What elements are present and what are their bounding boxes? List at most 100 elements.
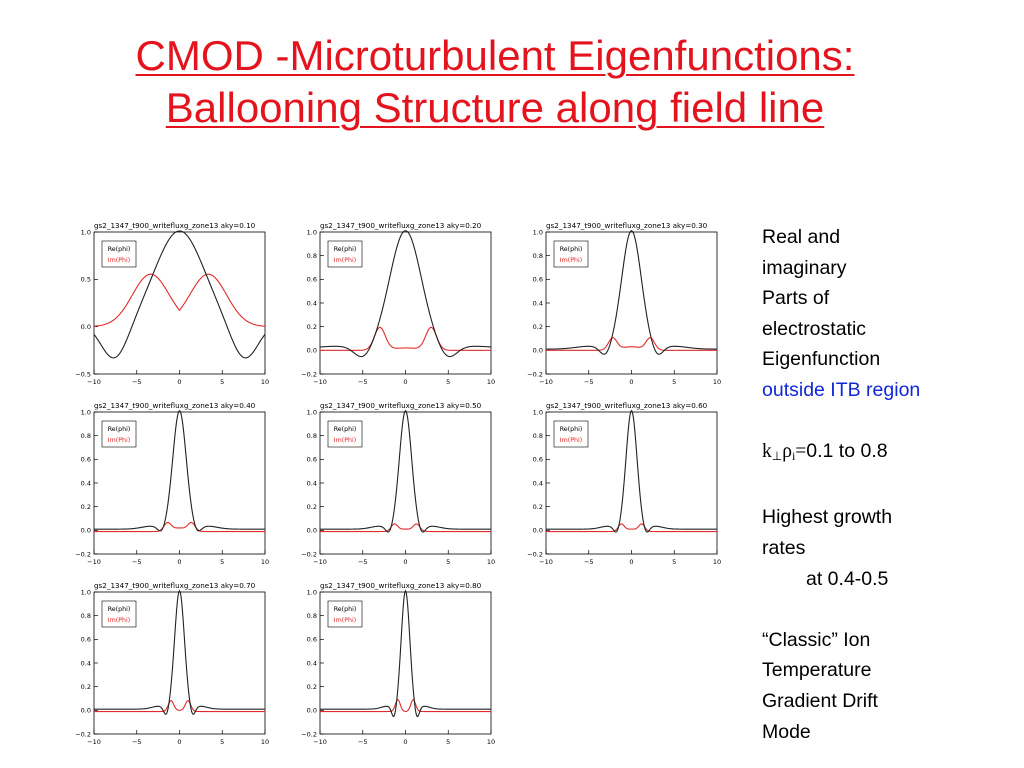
legend-re-phi: Re(phi) bbox=[560, 426, 583, 433]
x-tick-label: 10 bbox=[487, 738, 495, 746]
x-tick-label: 0 bbox=[177, 738, 181, 746]
legend-im-phi: Im(Phi) bbox=[560, 437, 582, 444]
legend-re-phi: Re(phi) bbox=[108, 246, 131, 253]
x-tick-label: 10 bbox=[261, 738, 269, 746]
legend-re-phi: Re(phi) bbox=[560, 246, 583, 253]
eigenfunction-plot-aky-0.50: gs2_1347_t900_writefluxg_zone13 aky=0.50… bbox=[286, 398, 496, 573]
note-line: Temperature bbox=[762, 659, 872, 682]
y-tick-label: 1.0 bbox=[81, 408, 91, 416]
x-tick-label: −10 bbox=[539, 378, 553, 386]
x-tick-label: −5 bbox=[358, 558, 368, 566]
y-tick-label: 0.4 bbox=[307, 299, 317, 307]
x-tick-label: 0 bbox=[403, 378, 407, 386]
y-tick-label: 0.2 bbox=[307, 323, 317, 331]
y-tick-label: 0.0 bbox=[307, 347, 317, 355]
x-tick-label: −10 bbox=[87, 378, 101, 386]
y-tick-label: −0.2 bbox=[301, 370, 317, 378]
plot-title: gs2_1347_t900_writefluxg_zone13 aky=0.20 bbox=[320, 221, 482, 230]
y-tick-label: 0.8 bbox=[533, 252, 543, 260]
y-tick-label: 1.0 bbox=[533, 408, 543, 416]
note-line: electrostatic bbox=[762, 317, 867, 340]
legend-im-phi: Im(Phi) bbox=[560, 257, 582, 264]
x-tick-label: −10 bbox=[313, 378, 327, 386]
x-tick-label: 0 bbox=[629, 558, 633, 566]
y-tick-label: 1.0 bbox=[81, 228, 91, 236]
im-phi-series-line bbox=[94, 521, 265, 533]
y-tick-label: 0.8 bbox=[307, 432, 317, 440]
y-tick-label: 0.6 bbox=[307, 456, 317, 464]
plot-title: gs2_1347_t900_writefluxg_zone13 aky=0.30 bbox=[546, 221, 708, 230]
title-line-1: CMOD -Microturbulent Eigenfunctions: bbox=[135, 32, 855, 79]
y-tick-label: 0.2 bbox=[533, 323, 543, 331]
eigenfunction-plot-aky-0.20: gs2_1347_t900_writefluxg_zone13 aky=0.20… bbox=[286, 218, 496, 393]
x-tick-label: 10 bbox=[487, 378, 495, 386]
eigenfunction-plot-aky-0.40: gs2_1347_t900_writefluxg_zone13 aky=0.40… bbox=[60, 398, 270, 573]
x-tick-label: 5 bbox=[220, 378, 224, 386]
y-tick-label: 0.0 bbox=[533, 527, 543, 535]
legend-box bbox=[101, 420, 137, 448]
plot-canvas: gs2_1347_t900_writefluxg_zone13 aky=0.60… bbox=[527, 401, 721, 566]
re-phi-series-line bbox=[93, 230, 266, 359]
y-tick-label: 0.8 bbox=[533, 432, 543, 440]
perp-symbol: ⊥ bbox=[771, 449, 783, 464]
plot-title: gs2_1347_t900_writefluxg_zone13 aky=0.50 bbox=[320, 401, 482, 410]
x-tick-label: 0 bbox=[177, 558, 181, 566]
y-tick-label: 0.0 bbox=[81, 527, 91, 535]
y-tick-label: 0.5 bbox=[81, 276, 91, 284]
y-tick-label: 0.2 bbox=[81, 683, 91, 691]
im-phi-series-line bbox=[320, 326, 491, 351]
legend-re-phi: Re(phi) bbox=[108, 426, 131, 433]
y-tick-label: −0.5 bbox=[75, 370, 91, 378]
x-tick-label: −10 bbox=[539, 558, 553, 566]
x-tick-label: 0 bbox=[403, 558, 407, 566]
im-phi-series-line bbox=[93, 273, 266, 327]
y-tick-label: 1.0 bbox=[81, 588, 91, 596]
re-phi-series-line bbox=[94, 589, 265, 715]
plot-title: gs2_1347_t900_writefluxg_zone13 aky=0.10 bbox=[94, 221, 256, 230]
k-symbol: k bbox=[762, 441, 772, 463]
y-tick-label: −0.2 bbox=[75, 550, 91, 558]
im-phi-series-line bbox=[320, 699, 491, 713]
legend-im-phi: Im(Phi) bbox=[108, 617, 130, 624]
re-phi-series-line bbox=[546, 409, 717, 533]
re-phi-series-line bbox=[320, 589, 491, 718]
k-range-value: 0.1 to 0.8 bbox=[806, 440, 888, 463]
y-tick-label: 0.0 bbox=[307, 707, 317, 715]
re-phi-series-line bbox=[319, 230, 492, 358]
legend-box bbox=[101, 240, 137, 268]
plot-title: gs2_1347_t900_writefluxg_zone13 aky=0.60 bbox=[546, 401, 708, 410]
note-line: Gradient Drift bbox=[762, 689, 878, 712]
x-tick-label: 10 bbox=[487, 558, 495, 566]
note-line: Parts of bbox=[762, 287, 830, 310]
plot-canvas: gs2_1347_t900_writefluxg_zone13 aky=0.50… bbox=[301, 401, 495, 566]
legend-re-phi: Re(phi) bbox=[334, 246, 357, 253]
side-notes: Real and imaginary Parts of electrostati… bbox=[762, 222, 1012, 747]
y-tick-label: 0.0 bbox=[533, 347, 543, 355]
legend-im-phi: Im(Phi) bbox=[108, 257, 130, 264]
y-tick-label: 0.2 bbox=[307, 683, 317, 691]
note-line: rates bbox=[762, 536, 806, 559]
y-tick-label: 0.4 bbox=[81, 479, 91, 487]
legend-im-phi: Im(Phi) bbox=[334, 257, 356, 264]
x-tick-label: 5 bbox=[672, 378, 676, 386]
note-line: at 0.4-0.5 bbox=[806, 567, 889, 590]
note-line: imaginary bbox=[762, 256, 847, 279]
re-phi-series-line bbox=[320, 409, 491, 533]
x-tick-label: −5 bbox=[132, 738, 142, 746]
x-tick-label: −5 bbox=[132, 558, 142, 566]
re-phi-series-line bbox=[546, 230, 717, 355]
y-tick-label: 0.4 bbox=[81, 659, 91, 667]
equals-sign: = bbox=[795, 441, 807, 463]
x-tick-label: −10 bbox=[87, 738, 101, 746]
y-tick-label: 0.0 bbox=[81, 707, 91, 715]
x-tick-label: 5 bbox=[446, 378, 450, 386]
y-tick-label: 1.0 bbox=[307, 588, 317, 596]
legend-box bbox=[553, 420, 589, 448]
plot-canvas: gs2_1347_t900_writefluxg_zone13 aky=0.40… bbox=[75, 401, 269, 566]
x-tick-label: −5 bbox=[358, 738, 368, 746]
note-line: Mode bbox=[762, 720, 811, 743]
eigenfunction-plot-aky-0.70: gs2_1347_t900_writefluxg_zone13 aky=0.70… bbox=[60, 578, 270, 753]
legend-box bbox=[101, 600, 137, 628]
y-tick-label: 0.2 bbox=[307, 503, 317, 511]
legend-re-phi: Re(phi) bbox=[334, 606, 357, 613]
